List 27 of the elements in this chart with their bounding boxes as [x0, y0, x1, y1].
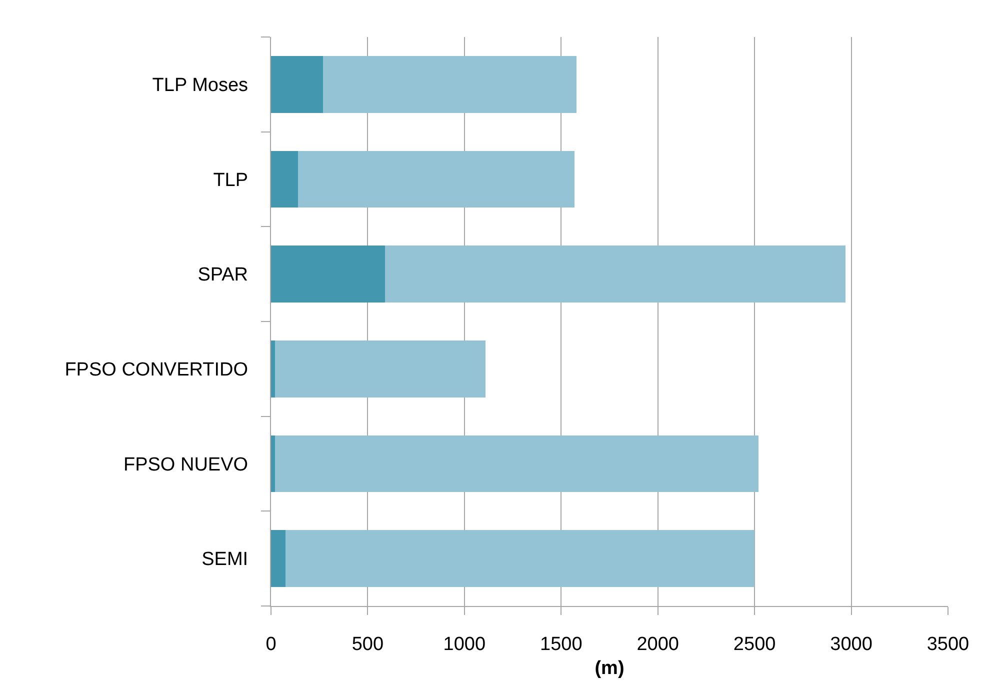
- bar: [271, 340, 275, 398]
- x-tick-label: 1500: [540, 634, 582, 655]
- bar: [298, 150, 575, 208]
- y-tick-label: TLP: [213, 170, 248, 191]
- y-tick-label: FPSO NUEVO: [123, 454, 248, 476]
- bar: [286, 530, 755, 588]
- x-tick-label: 2000: [636, 634, 679, 655]
- bar: [271, 246, 386, 303]
- x-tick-label: 3000: [830, 634, 872, 655]
- bar: [274, 340, 486, 398]
- bar: [385, 246, 846, 303]
- x-axis-title: (m): [594, 658, 624, 679]
- x-tick-label: 1000: [443, 634, 486, 655]
- y-tick-label: SPAR: [198, 264, 248, 286]
- x-tick-label: 3500: [926, 634, 970, 655]
- x-tick-label: 0: [266, 634, 276, 655]
- bar: [271, 435, 275, 492]
- y-tick-label: SEMI: [202, 549, 248, 570]
- y-tick-label: TLP Moses: [152, 75, 248, 96]
- bar: [271, 150, 298, 208]
- bar: [271, 530, 286, 588]
- x-tick-label: 2500: [733, 634, 776, 655]
- bar: [323, 56, 577, 113]
- y-tick-label: FPSO CONVERTIDO: [64, 360, 248, 381]
- bar: [274, 435, 758, 492]
- x-tick-label: 500: [352, 634, 384, 655]
- bar: [271, 56, 324, 113]
